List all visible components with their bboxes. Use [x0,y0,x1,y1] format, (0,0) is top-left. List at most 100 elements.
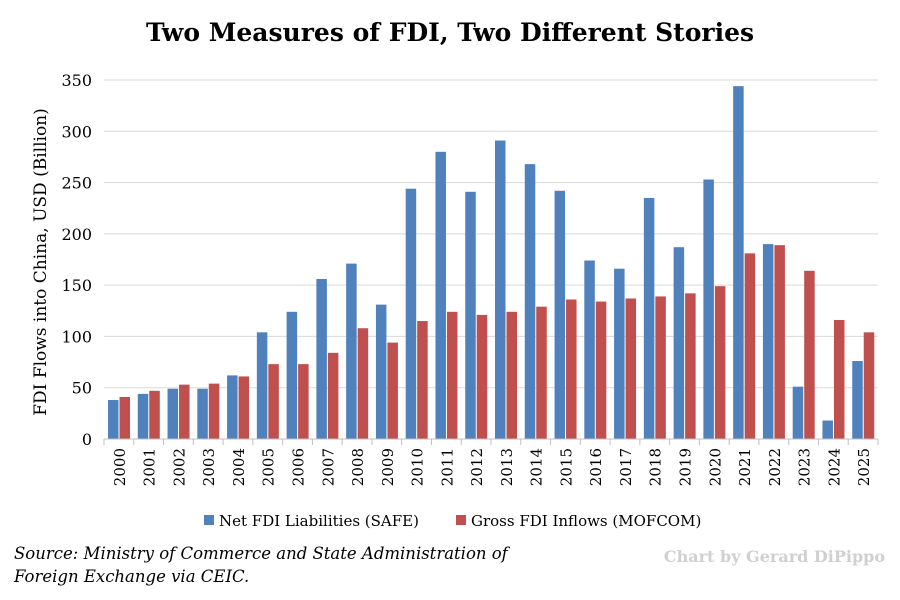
bar-gross-fdi-inflows [119,396,130,439]
bar-net-fdi-liabilities [703,179,714,439]
bar-gross-fdi-inflows [238,376,250,439]
x-tick-label: 2006 [290,448,308,486]
x-tick-label: 2023 [796,448,814,486]
x-tick-label: 2000 [111,448,129,486]
bar-net-fdi-liabilities [256,332,268,439]
x-tick-label: 2017 [617,448,635,486]
y-tick-label: 350 [61,71,92,90]
x-tick-label: 2005 [260,448,278,486]
bar-gross-fdi-inflows [595,301,607,439]
bars [108,86,875,440]
bar-gross-fdi-inflows [744,253,756,439]
legend-label: Gross FDI Inflows (MOFCOM) [471,512,701,530]
bar-net-fdi-liabilities [108,400,119,439]
y-tick-label: 100 [61,327,92,346]
x-tick-label: 2007 [319,448,337,486]
y-tick-label: 200 [61,225,92,244]
x-tick-label: 2016 [587,448,605,486]
x-tick-label: 2019 [677,448,695,486]
bar-net-fdi-liabilities [614,268,625,439]
bar-gross-fdi-inflows [298,364,309,439]
x-tick-label: 2014 [528,448,546,486]
bar-net-fdi-liabilities [405,188,417,439]
legend-swatch [456,515,466,525]
bar-gross-fdi-inflows [476,314,488,439]
x-tick-label: 2001 [141,448,159,486]
bar-net-fdi-liabilities [673,247,685,439]
bar-net-fdi-liabilities [554,190,566,439]
bar-net-fdi-liabilities [822,420,833,439]
bar-gross-fdi-inflows [625,298,637,439]
bar-gross-fdi-inflows [863,332,875,439]
bar-net-fdi-liabilities [137,393,149,439]
y-tick-label: 250 [61,174,92,193]
bar-net-fdi-liabilities [465,191,476,439]
x-tick-label: 2015 [557,448,575,486]
legend-label: Net FDI Liabilities (SAFE) [219,512,419,530]
bar-net-fdi-liabilities [375,304,387,439]
bar-gross-fdi-inflows [536,306,547,439]
bar-net-fdi-liabilities [584,260,595,439]
x-tick-label: 2002 [170,448,188,486]
chart-title: Two Measures of FDI, Two Different Stori… [145,18,755,47]
bar-gross-fdi-inflows [774,245,785,439]
x-tick-labels: 2000 2001 2002 2003 2004 2005 2006 2007 2008 2009… [111,448,873,486]
x-tick-label: 2025 [855,448,873,486]
y-tick-label: 300 [61,122,92,141]
bar-gross-fdi-inflows [446,311,458,439]
bar-gross-fdi-inflows [179,384,190,439]
bar-gross-fdi-inflows [714,286,726,439]
x-tick-label: 2018 [647,448,665,486]
x-tick-label: 2011 [438,448,456,486]
x-tick-label: 2010 [409,448,427,486]
bar-net-fdi-liabilities [286,311,298,439]
bar-net-fdi-liabilities [643,197,655,439]
legend-swatch [204,515,214,525]
source-note: Source: Ministry of Commerce and State A… [14,544,508,586]
bar-gross-fdi-inflows [327,352,339,439]
x-tick-label: 2020 [706,448,724,486]
chart-credit: Chart by Gerard DiPippo [663,547,885,566]
bar-gross-fdi-inflows [566,299,577,439]
y-tick-label: 150 [61,276,92,295]
bar-gross-fdi-inflows [387,342,398,439]
bar-gross-fdi-inflows [655,296,666,439]
bar-net-fdi-liabilities [762,244,774,439]
bar-gross-fdi-inflows [417,321,428,439]
bar-net-fdi-liabilities [524,164,536,439]
x-tick-label: 2024 [825,448,843,486]
bar-net-fdi-liabilities [167,388,179,439]
y-tick-label: 50 [72,379,92,398]
bar-net-fdi-liabilities [792,386,804,439]
bar-net-fdi-liabilities [227,375,238,439]
gridlines [104,79,878,389]
legend: Net FDI Liabilities (SAFE) Gross FDI Infl… [204,512,701,530]
x-tick-label: 2013 [498,448,516,486]
bar-gross-fdi-inflows [506,311,517,439]
bar-net-fdi-liabilities [435,151,446,440]
y-tick-label: 0 [82,430,92,449]
x-tick-label: 2009 [379,448,397,486]
bar-gross-fdi-inflows [804,270,815,439]
bar-gross-fdi-inflows [208,383,220,439]
x-tick-label: 2022 [766,448,784,486]
x-tick-label: 2004 [230,448,248,486]
x-tick-label: 2012 [468,448,486,486]
bar-gross-fdi-inflows [833,320,845,439]
x-tick-label: 2021 [736,448,754,486]
bar-net-fdi-liabilities [852,361,863,439]
bar-gross-fdi-inflows [357,328,369,439]
bar-gross-fdi-inflows [685,293,696,439]
axes [103,438,879,445]
bar-net-fdi-liabilities [346,263,357,439]
bar-net-fdi-liabilities [733,86,744,439]
bar-net-fdi-liabilities [197,388,208,439]
x-tick-label: 2008 [349,448,367,486]
bar-net-fdi-liabilities [495,140,506,439]
bar-gross-fdi-inflows [149,390,160,439]
bar-gross-fdi-inflows [268,364,279,439]
y-axis-label: FDI Flows into China, USD (Billion) [31,108,51,416]
bar-net-fdi-liabilities [316,278,327,439]
y-tick-labels: 0 50 100 150 200 250 300 350 [61,71,92,449]
